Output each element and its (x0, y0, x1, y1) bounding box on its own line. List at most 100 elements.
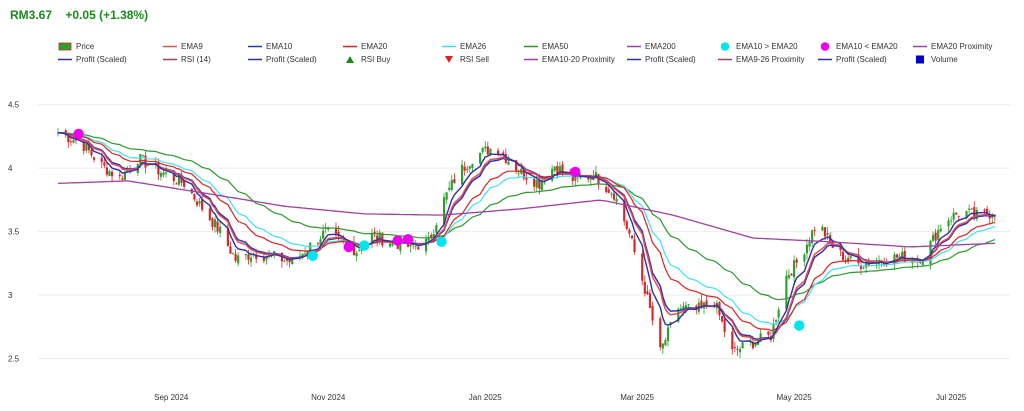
candle-body (983, 209, 986, 211)
crossover-marker (570, 166, 581, 178)
current-price: RM3.67 (10, 8, 53, 22)
candle-body (625, 221, 628, 229)
candle-body (623, 200, 626, 222)
legend-item[interactable]: EMA10-20 Proximity (524, 55, 615, 64)
crossover-marker (307, 250, 319, 261)
candle-body (795, 259, 798, 263)
legend-label: EMA10 < EMA20 (836, 42, 898, 51)
legend-label: EMA10 (266, 42, 293, 51)
legend-label: EMA20 Proximity (931, 42, 993, 51)
candle-body (553, 166, 556, 171)
candle-body (898, 256, 901, 259)
legend-swatch-icon (524, 45, 538, 48)
x-tick-label: May 2025 (777, 393, 813, 402)
candle-body (373, 231, 376, 234)
candle-body (92, 157, 96, 160)
candle-body (965, 211, 968, 219)
candle-body (777, 309, 780, 318)
candle-body (417, 247, 420, 250)
candle-body (587, 177, 590, 180)
candle-body (677, 308, 680, 322)
candle-body (497, 150, 500, 155)
legend-swatch-icon (248, 58, 262, 61)
legend-item[interactable]: Profit (Scaled) (58, 55, 127, 64)
legend-item[interactable]: EMA20 (343, 42, 387, 51)
candle-body (612, 193, 616, 200)
candle-body (968, 208, 971, 210)
legend-item[interactable]: Volume (913, 55, 958, 64)
y-tick-label: 4.5 (8, 101, 20, 110)
candle-body (929, 240, 932, 265)
candle-body (955, 212, 958, 215)
legend-item[interactable]: EMA9-26 Proximity (718, 55, 804, 64)
series-line-profit-scaled (57, 132, 995, 344)
legend-label: EMA200 (645, 42, 676, 51)
candle-body (376, 235, 379, 241)
candle-body (216, 221, 219, 232)
candle-body (146, 164, 150, 166)
legend-item[interactable]: EMA50 (524, 42, 568, 51)
candle-body (741, 342, 744, 349)
candle-body (301, 253, 304, 259)
candle-body (589, 177, 592, 180)
legend-item[interactable]: RSI Buy (343, 55, 390, 64)
candle-body (847, 258, 850, 261)
legend-item[interactable]: RSI Sell (442, 55, 489, 64)
legend-item[interactable]: EMA200 (627, 42, 676, 51)
candle-body (895, 254, 899, 258)
candle-body (893, 254, 896, 265)
legend-item[interactable]: Profit (Scaled) (627, 55, 696, 64)
candle-body (986, 208, 989, 216)
candle-body (414, 245, 417, 247)
crossover-marker (73, 128, 84, 140)
candle-body (309, 242, 312, 251)
candle-body (970, 208, 973, 210)
legend-item[interactable]: EMA10 > EMA20 (718, 42, 798, 51)
legend-item[interactable]: EMA9 (163, 42, 203, 51)
legend-swatch-icon (163, 58, 177, 61)
x-tick-label: Jul 2025 (936, 393, 967, 402)
candle-body (103, 162, 106, 166)
candle-body (409, 242, 412, 247)
legend-item[interactable]: RSI (14) (163, 55, 211, 64)
candle-body (857, 254, 860, 264)
candle-body (121, 178, 124, 180)
candle-body (244, 254, 247, 256)
legend-item[interactable]: Profit (Scaled) (248, 55, 317, 64)
candle-body (100, 157, 103, 163)
candle-body (607, 189, 610, 193)
candle-body (901, 251, 904, 259)
candle-body (82, 141, 85, 151)
candle-body (445, 192, 448, 200)
candle-body (208, 208, 211, 221)
legend-swatch-icon (248, 45, 262, 48)
candle-body (262, 257, 265, 261)
candle-body (479, 152, 482, 164)
legend-item[interactable]: EMA20 Proximity (913, 42, 992, 51)
legend-item[interactable]: EMA10 < EMA20 (818, 42, 898, 51)
legend-item[interactable]: Profit (Scaled) (818, 55, 887, 64)
candle-body (661, 343, 664, 349)
candle-body (352, 242, 356, 256)
x-tick-label: Nov 2024 (311, 393, 346, 402)
legend-label: Profit (Scaled) (836, 55, 887, 64)
candle-body (947, 220, 950, 227)
candle-body (754, 343, 757, 347)
candle-body (643, 281, 646, 294)
candle-body (471, 164, 474, 168)
candle-body (808, 241, 811, 247)
candle-body (615, 199, 618, 202)
candle-body (255, 254, 258, 259)
legend-label: EMA50 (542, 42, 569, 51)
legend-swatch-icon (58, 42, 72, 51)
candle-body (533, 178, 536, 187)
legend-swatch-icon (442, 45, 456, 48)
legend-item[interactable]: Price (58, 42, 94, 51)
candle-body (126, 169, 129, 172)
legend-item[interactable]: EMA26 (442, 42, 486, 51)
candle-body (988, 215, 991, 219)
legend-item[interactable]: EMA10 (248, 42, 292, 51)
candle-body (463, 166, 466, 171)
candle-body (267, 253, 271, 257)
candle-body (641, 253, 644, 281)
